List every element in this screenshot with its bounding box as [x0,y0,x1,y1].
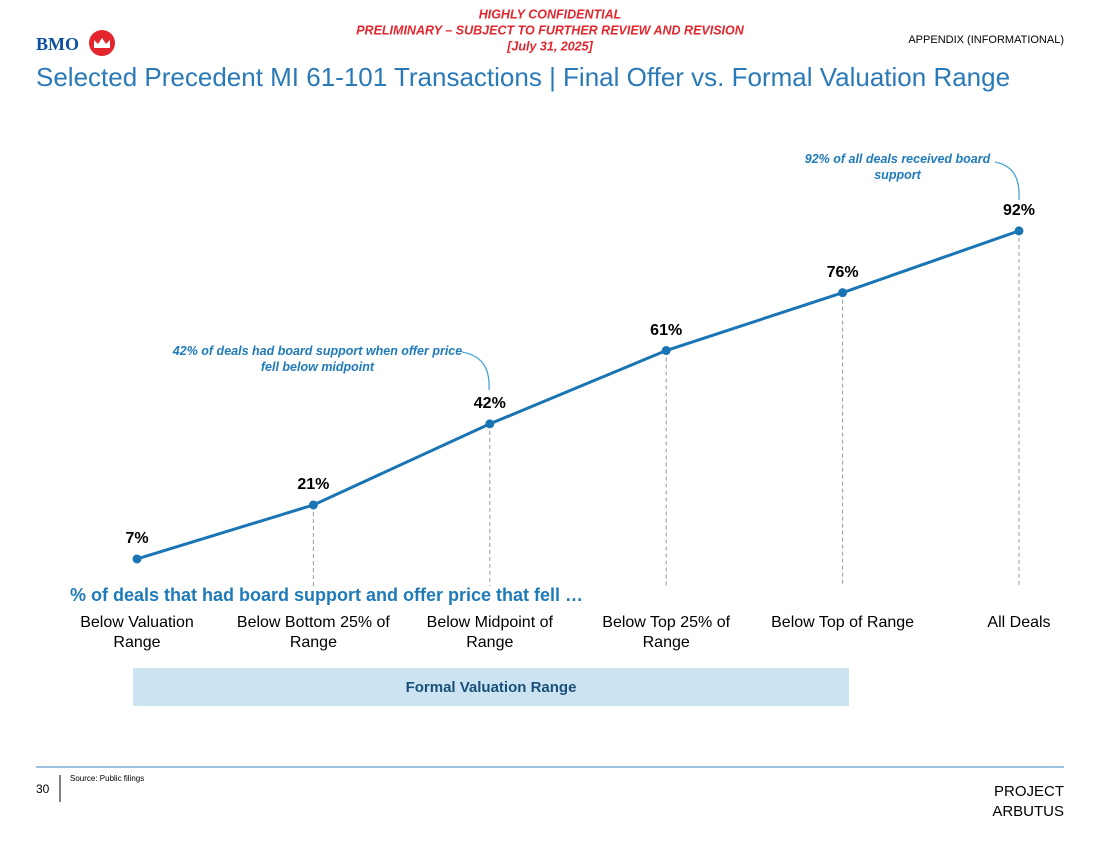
annotation-connector [461,351,490,391]
appendix: APPENDIX (INFORMATIONAL) [908,34,1064,46]
point [485,419,495,429]
x-tick-label: Below Top of Range [771,614,915,631]
annotation-connector [994,161,1020,201]
project: ARBUTUS [992,803,1064,820]
point [838,288,848,298]
x-tick-label: Below Bottom 25% of Range [236,614,390,651]
page-number: 30 [36,782,50,796]
value-label: 7% [125,530,148,547]
value-label: 42% [474,395,506,412]
slide-title: Selected Precedent MI 61-101 Transaction… [36,62,1010,92]
value-label: 92% [1003,202,1035,219]
valuation-band [133,668,849,706]
project: PROJECT [994,783,1064,800]
line [136,229,1020,561]
x-tick-label: Below Valuation Range [80,614,194,651]
x-tick-label: All Deals [987,614,1051,631]
x-tick-label: Below Midpoint of Range [426,614,553,651]
band-label: Formal Valuation Range [406,679,577,696]
preliminary: PRELIMINARY – SUBJECT TO FURTHER REVIEW … [356,23,745,37]
value-label: 76% [827,264,859,281]
date: [July 31, 2025] [506,39,593,53]
annotation: 92% of all deals received board support [804,152,991,182]
logo-icon-mark [94,38,110,48]
x-tick-label: Below Top 25% of Range [602,614,731,651]
logo-text: BMO [36,34,79,54]
source: Source: Public filings [70,774,144,783]
point [308,500,318,510]
annotation: 42% of deals had board support when offe… [172,344,463,374]
confidential: HIGHLY CONFIDENTIAL [479,7,622,21]
value-label: 21% [297,476,329,493]
point [661,346,671,356]
value-label: 61% [650,322,682,339]
point [1014,226,1024,236]
point [132,554,142,564]
chart-subtitle: % of deals that had board support and of… [70,585,583,605]
